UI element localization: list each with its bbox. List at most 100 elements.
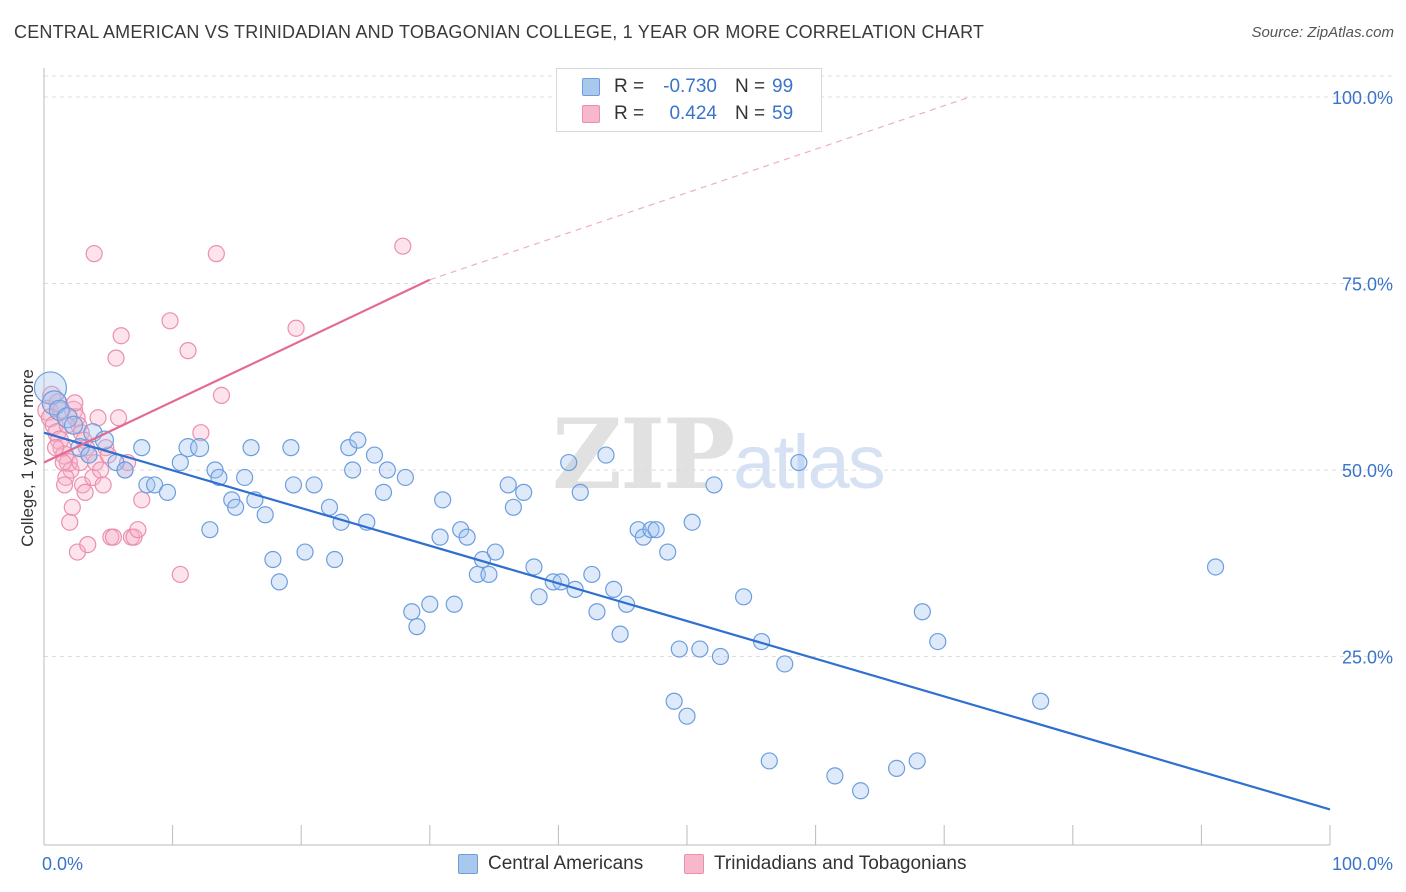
legend-r-label: R =: [614, 76, 645, 97]
data-point-central-american: [530, 588, 548, 606]
data-point-trinidadian: [55, 476, 74, 494]
data-point-central-american: [826, 767, 844, 785]
legend-r-value: -0.730: [663, 76, 717, 97]
legend-r-value: 0.424: [669, 103, 717, 124]
data-point-central-american: [158, 483, 177, 501]
trend-lines: [43, 96, 1331, 811]
data-point-central-american: [171, 453, 189, 472]
legend-label: Central Americans: [488, 853, 644, 874]
data-point-central-american: [678, 707, 696, 725]
data-point-central-american: [408, 618, 426, 636]
data-point-trinidadian: [192, 424, 210, 442]
data-point-central-american: [734, 588, 753, 606]
data-point-trinidadian: [61, 513, 79, 531]
data-point-central-american: [1206, 558, 1225, 576]
legend-label: Trinidadians and Tobagonians: [714, 853, 967, 874]
y-tick-label: 25.0%: [1342, 648, 1393, 668]
x-tick-label: 0.0%: [42, 854, 83, 874]
data-point-trinidadian: [94, 476, 112, 494]
data-point-central-american: [760, 752, 778, 770]
legend-n-value: 59: [772, 103, 794, 124]
data-point-trinidadian: [79, 535, 97, 554]
data-point-central-american: [434, 491, 452, 509]
data-point-central-american: [305, 476, 323, 494]
data-point-central-american: [378, 461, 396, 479]
data-point-trinidadian: [212, 386, 231, 404]
source-credit: Source: ZipAtlas.com: [1251, 24, 1394, 41]
trend-line-trinidadians-extension: [429, 96, 971, 281]
data-point-central-american: [659, 543, 677, 561]
data-point-central-american: [908, 752, 926, 770]
data-point-trinidadian: [171, 565, 189, 584]
data-point-central-american: [326, 550, 344, 569]
data-point-central-american: [48, 399, 71, 421]
series-central-americans-points: [33, 371, 1225, 800]
data-point-central-american: [499, 476, 517, 494]
y-tick-label: 75.0%: [1342, 275, 1393, 295]
data-point-central-american: [852, 782, 870, 800]
legend-n-label: N =: [735, 76, 766, 97]
data-point-central-american: [705, 476, 723, 494]
y-axis-label: College, 1 year or more: [18, 369, 37, 547]
legend-r-label: R =: [614, 103, 645, 124]
tick-labels: 25.0% 50.0% 75.0% 100.0% 0.0% 100.0%: [42, 88, 1393, 874]
data-point-central-american: [776, 655, 794, 673]
data-point-central-american: [647, 521, 665, 539]
data-point-central-american: [403, 603, 421, 621]
data-point-trinidadian: [104, 528, 123, 546]
data-point-trinidadian: [91, 461, 110, 479]
data-point-central-american: [504, 498, 522, 516]
data-point-central-american: [525, 558, 543, 576]
data-point-central-american: [486, 543, 504, 561]
data-point-central-american: [320, 498, 339, 516]
series-trinidadians-points: [37, 237, 412, 584]
data-point-trinidadian: [161, 312, 179, 330]
data-point-trinidadian: [394, 237, 412, 255]
data-point-trinidadian: [85, 245, 103, 263]
legend-swatch-blue: [458, 854, 478, 874]
data-point-central-american: [691, 640, 709, 658]
correlation-legend: R = -0.730 N = 99 R = 0.424 N = 59: [556, 68, 822, 132]
data-point-central-american: [236, 468, 254, 487]
data-point-central-american: [178, 438, 198, 458]
data-point-central-american: [597, 446, 615, 464]
data-point-central-american: [711, 647, 730, 666]
data-point-central-american: [227, 498, 245, 516]
data-point-central-american: [396, 468, 414, 487]
legend-swatch-pink: [684, 854, 704, 874]
data-point-central-american: [515, 483, 533, 501]
data-point-central-american: [560, 453, 578, 472]
legend-swatch-pink: [582, 105, 600, 123]
data-point-central-american: [929, 632, 947, 651]
data-point-central-american: [583, 565, 601, 584]
data-point-central-american: [116, 461, 134, 479]
data-point-central-american: [374, 483, 393, 501]
data-point-central-american: [256, 506, 274, 524]
trend-line-central-americans: [43, 431, 1331, 811]
data-point-central-american: [145, 476, 164, 494]
data-point-central-american: [670, 640, 688, 658]
data-point-central-american: [210, 468, 228, 487]
data-point-central-american: [421, 595, 439, 613]
data-point-trinidadian: [63, 498, 81, 516]
data-point-trinidadian: [287, 319, 305, 337]
data-point-central-american: [80, 446, 98, 464]
data-point-central-american: [431, 528, 449, 546]
data-point-central-american: [605, 580, 623, 598]
data-point-central-american: [296, 543, 314, 561]
data-point-central-american: [201, 521, 219, 539]
data-point-trinidadian: [112, 327, 130, 345]
data-point-trinidadian: [46, 439, 65, 457]
data-point-central-american: [588, 603, 606, 621]
data-point-trinidadian: [129, 521, 147, 539]
data-point-central-american: [913, 603, 931, 621]
data-point-trinidadian: [179, 342, 197, 360]
watermark-zip: ZIP: [552, 398, 735, 511]
data-point-trinidadian: [107, 349, 125, 367]
data-point-trinidadian: [109, 409, 128, 427]
data-point-central-american: [242, 439, 260, 457]
data-point-central-american: [349, 431, 367, 449]
data-point-central-american: [790, 453, 808, 472]
data-point-central-american: [445, 595, 463, 613]
